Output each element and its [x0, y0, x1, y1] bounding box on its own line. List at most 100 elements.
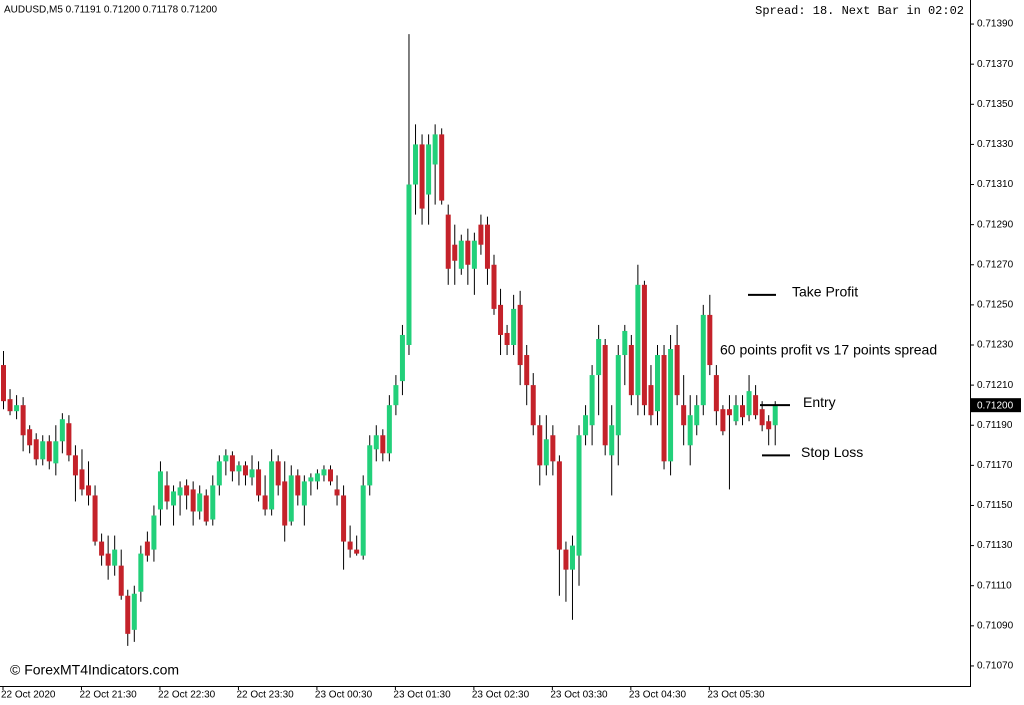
candle-body: [229, 455, 235, 472]
candle-body: [517, 304, 523, 366]
candle-body: [772, 405, 778, 426]
candle-body: [445, 214, 451, 269]
candle-body: [759, 409, 765, 426]
candle-body: [511, 308, 517, 345]
candle-body: [641, 284, 647, 406]
x-tick-label: 22 Oct 23:30: [236, 690, 294, 701]
candle-body: [399, 334, 405, 382]
y-tick-label: 0.71350: [977, 99, 1014, 110]
candle-body: [151, 515, 157, 550]
candle-body: [295, 475, 301, 496]
candle-body: [288, 475, 294, 522]
candle-body: [308, 477, 314, 482]
y-tick-label: 0.71130: [977, 540, 1013, 551]
candle-body: [471, 240, 477, 269]
candle-body: [79, 469, 85, 490]
candle-body: [46, 441, 52, 462]
candle-body: [615, 355, 621, 436]
y-tick-label: 0.71110: [977, 580, 1012, 591]
y-tick-label: 0.71330: [977, 139, 1014, 150]
y-tick-label: 0.71210: [977, 380, 1014, 391]
candle-body: [216, 461, 222, 486]
candle-body: [648, 385, 654, 416]
candle-body: [524, 355, 530, 386]
candle-body: [242, 465, 248, 476]
x-tick-label: 23 Oct 03:30: [550, 690, 608, 701]
x-tick-label: 23 Oct 00:30: [315, 690, 373, 701]
candle-body: [20, 405, 26, 436]
candle-body: [386, 405, 392, 454]
candle-body: [602, 345, 608, 446]
candle-body: [321, 469, 327, 476]
candle-body: [334, 489, 340, 496]
candle-body: [236, 465, 242, 472]
candle-body: [59, 419, 65, 442]
candle-body: [14, 405, 20, 412]
candle-body: [661, 355, 667, 462]
candle-body: [674, 345, 680, 396]
candle-body: [465, 240, 471, 265]
y-tick-label: 0.71390: [977, 19, 1014, 30]
candle-body: [99, 541, 105, 556]
candle-body: [452, 244, 458, 261]
candle-body: [491, 264, 497, 309]
candle-body: [530, 385, 536, 426]
candle-body: [537, 425, 543, 466]
candle-body: [740, 405, 746, 418]
candle-body: [92, 495, 98, 542]
candle-body: [275, 461, 281, 486]
candle-body: [177, 487, 183, 496]
candle-body: [406, 184, 412, 345]
candle-body: [458, 240, 464, 269]
x-tick-label: 23 Oct 05:30: [707, 690, 765, 701]
candle-body: [210, 485, 216, 520]
candle-body: [733, 405, 739, 422]
candle-body: [746, 391, 752, 416]
x-tick-label: 22 Oct 22:30: [158, 690, 216, 701]
candle-body: [713, 375, 719, 412]
candle-body: [164, 485, 170, 502]
candle-body: [687, 415, 693, 446]
candle-body: [635, 284, 641, 396]
level-label: Stop Loss: [801, 444, 863, 460]
candle-body: [7, 399, 13, 412]
candle-body: [171, 491, 177, 506]
candle-body: [439, 134, 445, 201]
candle-body: [596, 338, 602, 376]
candle-body: [484, 224, 490, 269]
candle-body: [543, 439, 549, 466]
candle-body: [622, 330, 628, 356]
candle-body: [347, 541, 353, 550]
candle-body: [53, 441, 59, 464]
candle-body: [249, 469, 255, 478]
y-tick-label: 0.71270: [977, 259, 1014, 270]
candle-body: [655, 355, 660, 412]
candle-body: [33, 439, 39, 460]
candle-body: [131, 593, 137, 630]
chart-subtitle: Spread: 18. Next Bar in 02:02: [755, 4, 964, 18]
candle-body: [354, 549, 360, 554]
candle-body: [556, 461, 562, 550]
x-tick-label: 23 Oct 04:30: [629, 690, 687, 701]
candle-body: [700, 314, 706, 406]
candle-body: [144, 541, 150, 556]
candle-body: [157, 471, 163, 510]
candle-body: [269, 461, 275, 510]
candle-body: [393, 385, 399, 406]
candle-body: [413, 144, 419, 185]
level-label: Entry: [803, 394, 836, 410]
x-tick-label: 22 Oct 21:30: [79, 690, 137, 701]
candle-body: [27, 429, 33, 446]
candle-body: [262, 495, 268, 510]
candle-body: [190, 489, 196, 512]
annotation: 60 points profit vs 17 points spread: [720, 342, 937, 358]
candle-body: [1, 365, 6, 402]
candle-body: [550, 435, 556, 462]
candle-body: [766, 421, 772, 430]
candle-body: [112, 549, 118, 566]
candle-body: [726, 409, 732, 416]
candle-body: [707, 314, 713, 366]
y-tick-label: 0.71290: [977, 219, 1014, 230]
candle-body: [118, 565, 124, 596]
candle-body: [589, 375, 595, 426]
